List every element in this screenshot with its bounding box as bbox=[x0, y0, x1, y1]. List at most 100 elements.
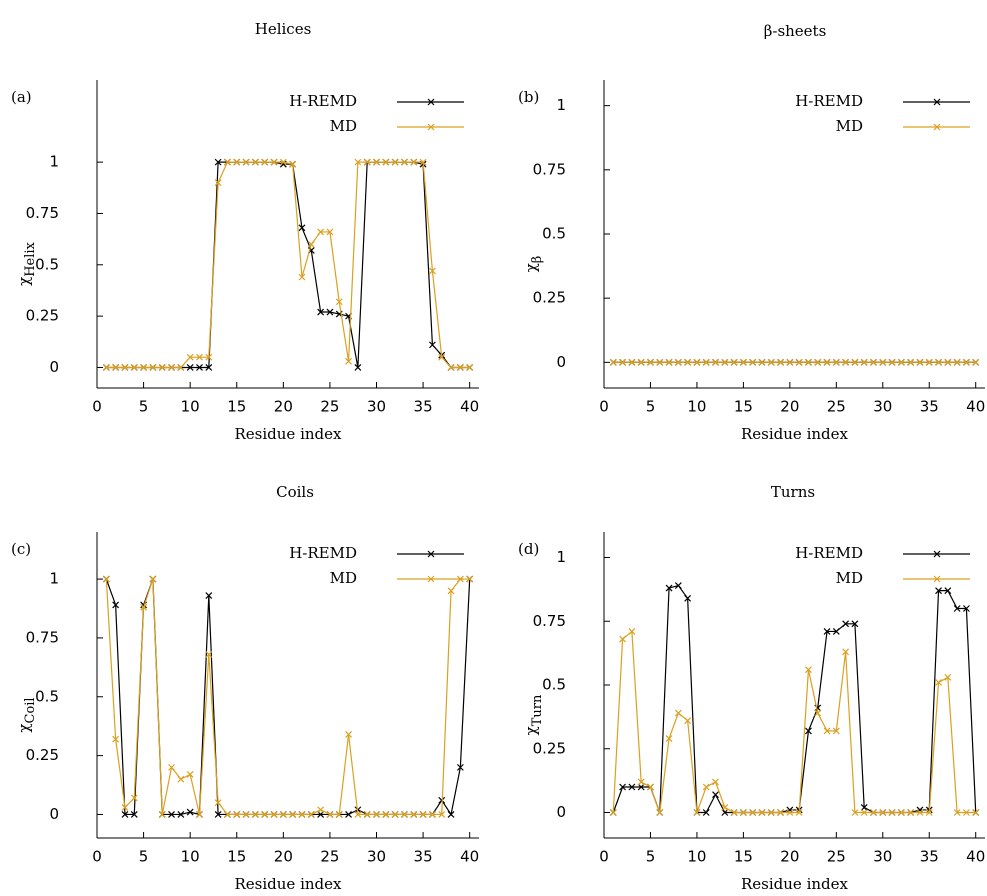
data-point bbox=[177, 811, 185, 818]
data-point bbox=[805, 666, 812, 674]
data-point bbox=[851, 358, 859, 366]
x-tick-label: 40 bbox=[966, 848, 985, 866]
data-point bbox=[693, 358, 701, 366]
data-point bbox=[823, 358, 831, 366]
panel-label: (d) bbox=[518, 540, 539, 558]
data-point bbox=[382, 811, 390, 818]
data-point bbox=[214, 179, 222, 187]
x-tick-label: 15 bbox=[734, 398, 753, 416]
data-point bbox=[186, 353, 194, 361]
x-tick-label: 30 bbox=[367, 398, 386, 416]
data-point bbox=[233, 158, 241, 166]
data-point bbox=[739, 358, 747, 366]
data-point bbox=[289, 160, 297, 168]
data-point bbox=[363, 811, 371, 818]
data-point bbox=[335, 811, 343, 818]
data-point bbox=[382, 158, 390, 166]
data-point bbox=[609, 358, 617, 366]
data-point bbox=[814, 358, 822, 366]
data-point bbox=[317, 308, 325, 316]
y-tick-label: 0.5 bbox=[542, 225, 566, 243]
data-point bbox=[674, 358, 682, 366]
data-point bbox=[628, 783, 636, 791]
data-point bbox=[102, 364, 110, 371]
y-tick-label: 0.5 bbox=[35, 255, 59, 273]
x-tick-label: 10 bbox=[181, 398, 200, 416]
data-point bbox=[702, 358, 710, 366]
data-point bbox=[149, 575, 157, 583]
x-tick-label: 25 bbox=[827, 398, 846, 416]
data-point bbox=[656, 809, 664, 816]
x-axis-label: Residue index bbox=[741, 425, 849, 443]
y-tick-label: 1 bbox=[556, 96, 566, 114]
data-point bbox=[888, 358, 896, 366]
data-point bbox=[456, 364, 464, 371]
x-tick-label: 20 bbox=[780, 848, 799, 866]
data-point bbox=[767, 809, 775, 816]
data-point bbox=[326, 228, 334, 236]
data-point bbox=[647, 358, 654, 366]
x-tick-label: 30 bbox=[367, 848, 386, 866]
data-point bbox=[270, 158, 278, 166]
data-point bbox=[823, 727, 831, 735]
data-point bbox=[702, 809, 710, 816]
data-point bbox=[466, 364, 474, 371]
y-tick-label: 0.25 bbox=[26, 746, 59, 764]
legend-label: MD bbox=[836, 569, 863, 587]
data-point bbox=[205, 592, 213, 599]
data-point bbox=[721, 803, 729, 811]
data-point bbox=[428, 267, 436, 275]
x-tick-label: 30 bbox=[873, 398, 892, 416]
data-point bbox=[721, 358, 729, 366]
panel-label: (c) bbox=[11, 540, 31, 558]
data-point bbox=[795, 809, 803, 816]
legend-label: H-REMD bbox=[795, 92, 863, 110]
data-point bbox=[749, 358, 757, 366]
data-point bbox=[832, 628, 840, 635]
x-tick-label: 5 bbox=[646, 398, 656, 416]
data-point bbox=[684, 717, 692, 725]
data-point bbox=[428, 811, 436, 818]
subplot: Helices (a) 0 5 10 15 20 25 30 35 40 0 0.25 0.5 0.75 1 R… bbox=[11, 20, 479, 443]
x-tick-label: 0 bbox=[599, 848, 609, 866]
x-tick-label: 40 bbox=[966, 398, 985, 416]
y-axis-label-symbol: χ bbox=[522, 726, 540, 735]
data-point bbox=[438, 811, 446, 818]
chart-title: Turns bbox=[771, 483, 815, 501]
legend-marker bbox=[933, 575, 941, 583]
data-point bbox=[224, 811, 231, 818]
data-point bbox=[832, 358, 840, 366]
data-point bbox=[628, 358, 636, 366]
data-point bbox=[354, 811, 362, 818]
data-point bbox=[242, 811, 250, 818]
data-point bbox=[373, 158, 380, 166]
data-point bbox=[261, 158, 269, 166]
y-tick-label: 0 bbox=[49, 358, 59, 376]
data-point bbox=[326, 308, 334, 316]
panel-label: (a) bbox=[11, 88, 32, 106]
data-point bbox=[637, 783, 645, 791]
data-point bbox=[149, 364, 157, 371]
data-point bbox=[428, 341, 436, 349]
data-point bbox=[609, 809, 617, 816]
data-point bbox=[121, 364, 129, 371]
x-axis-label: Residue index bbox=[235, 875, 343, 893]
data-point bbox=[730, 809, 738, 816]
data-point bbox=[786, 358, 794, 366]
legend-label: MD bbox=[330, 569, 357, 587]
data-point bbox=[130, 811, 138, 818]
data-point bbox=[925, 358, 933, 366]
data-point bbox=[860, 358, 868, 366]
data-point bbox=[944, 587, 952, 595]
data-point bbox=[897, 358, 905, 366]
data-point bbox=[401, 158, 408, 166]
series-line bbox=[612, 584, 977, 814]
legend-label: H-REMD bbox=[289, 92, 357, 110]
data-point bbox=[140, 364, 148, 371]
y-tick-label: 0.25 bbox=[26, 307, 59, 325]
data-point bbox=[419, 158, 427, 166]
data-point bbox=[693, 809, 701, 816]
data-point bbox=[777, 358, 784, 366]
